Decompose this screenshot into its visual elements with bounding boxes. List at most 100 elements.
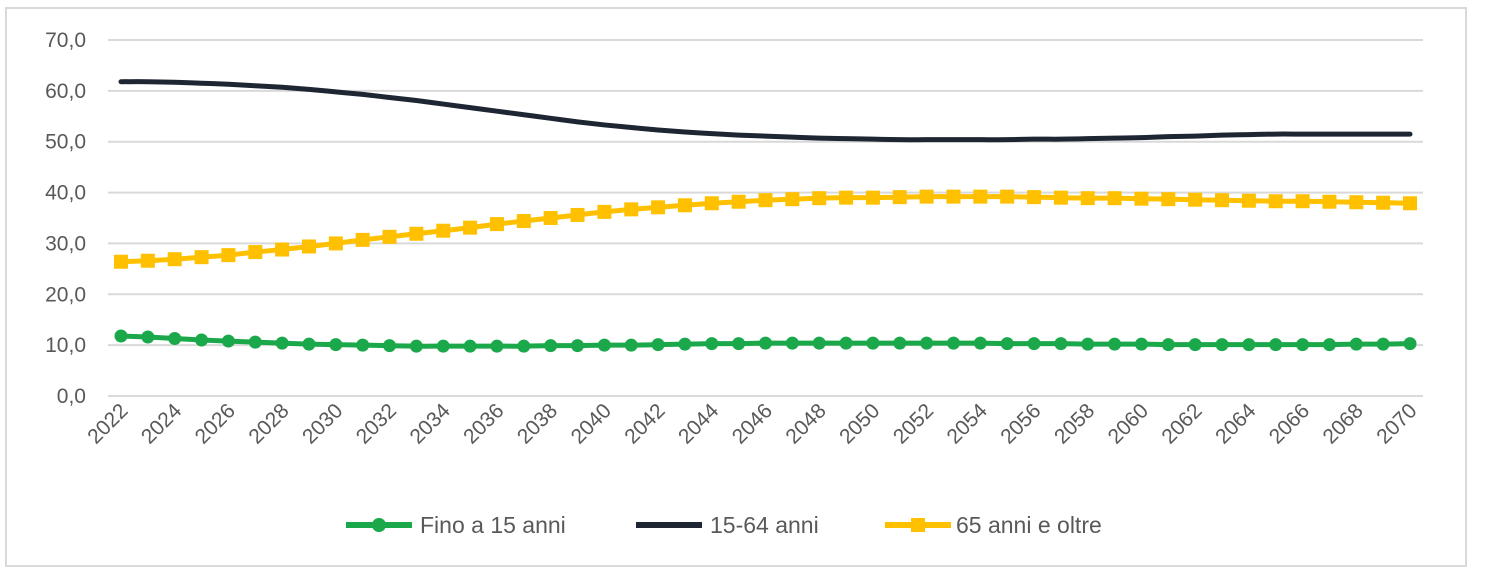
data-point	[919, 189, 934, 204]
data-point	[1376, 337, 1390, 351]
data-point	[973, 189, 988, 204]
data-point	[785, 192, 800, 207]
x-tick-label: 2026	[191, 399, 240, 448]
x-tick-label: 2040	[567, 399, 616, 448]
data-point	[463, 220, 478, 235]
data-point	[1215, 193, 1230, 208]
data-point	[624, 202, 639, 217]
data-point	[543, 211, 558, 225]
data-point	[946, 189, 961, 204]
x-tick-label: 2036	[459, 399, 508, 448]
x-tick-label: 2058	[1050, 399, 1099, 448]
data-point	[167, 252, 182, 267]
data-point	[1376, 195, 1391, 210]
data-point	[329, 338, 343, 352]
y-tick-label: 50,0	[45, 131, 86, 154]
data-point	[759, 336, 772, 350]
data-point	[463, 339, 477, 353]
legend-item: Fino a 15 anni	[346, 512, 566, 538]
data-point	[194, 250, 209, 265]
data-point	[1268, 194, 1283, 209]
y-tick-label: 40,0	[45, 182, 86, 205]
data-point	[1080, 191, 1095, 206]
data-point	[1403, 337, 1417, 351]
data-point	[1000, 337, 1014, 351]
data-point	[383, 339, 397, 353]
series-group	[114, 79, 1417, 353]
data-point	[624, 338, 638, 352]
data-point	[812, 336, 826, 350]
data-point	[328, 236, 343, 251]
data-point	[517, 339, 531, 353]
data-point	[839, 336, 853, 350]
data-point	[678, 337, 692, 351]
x-tick-label: 2038	[513, 399, 562, 448]
data-point	[1054, 337, 1068, 351]
data-point	[195, 333, 209, 347]
data-point	[1403, 196, 1417, 211]
data-point	[785, 336, 799, 350]
data-point	[1134, 337, 1148, 351]
legend-label: 15-64 anni	[710, 512, 819, 538]
data-point	[973, 336, 987, 350]
x-tick-label: 2042	[620, 399, 669, 448]
data-point	[1241, 193, 1256, 208]
y-tick-label: 10,0	[45, 334, 86, 357]
data-point	[1296, 338, 1310, 352]
series-line	[118, 79, 1413, 143]
legend: Fino a 15 anni 15-64 anni 65 anni e oltre	[346, 512, 1102, 538]
data-point	[758, 193, 773, 208]
data-point	[1107, 191, 1122, 206]
chart-frame	[5, 7, 1467, 567]
x-tick-label: 2022	[83, 399, 132, 448]
x-tick-label: 2050	[835, 399, 884, 448]
data-point	[1161, 192, 1176, 207]
data-point	[1053, 190, 1068, 205]
data-point	[597, 338, 611, 352]
legend-label: Fino a 15 anni	[420, 512, 566, 538]
data-point	[651, 338, 665, 352]
data-point	[275, 336, 289, 350]
data-point	[839, 190, 854, 205]
x-tick-label: 2052	[889, 399, 938, 448]
x-tick-label: 2062	[1157, 399, 1206, 448]
data-point	[436, 223, 451, 238]
data-point	[705, 337, 719, 351]
data-point	[866, 336, 880, 350]
data-point	[302, 337, 316, 351]
data-point	[1000, 189, 1015, 204]
data-point	[812, 191, 827, 206]
data-point	[1027, 337, 1041, 351]
data-point	[1108, 337, 1122, 351]
data-point	[1349, 195, 1364, 210]
x-tick-label: 2060	[1104, 399, 1153, 448]
data-point	[301, 239, 316, 254]
y-axis-tick-labels: 0,0 10,0 20,0 30,0 40,0 50,0 60,0 70,0	[45, 29, 86, 408]
y-tick-label: 70,0	[45, 29, 86, 52]
data-point	[1349, 337, 1363, 351]
x-tick-label: 2046	[728, 399, 777, 448]
series-2	[118, 79, 1413, 143]
data-point	[141, 330, 155, 344]
data-point	[731, 194, 746, 209]
data-point	[489, 217, 504, 232]
y-tick-label: 30,0	[45, 232, 86, 255]
data-point	[114, 329, 128, 343]
data-point	[114, 254, 128, 269]
data-point	[140, 253, 155, 268]
data-point	[1161, 338, 1175, 352]
data-point	[248, 335, 262, 349]
data-point	[409, 339, 423, 353]
legend-marker	[372, 518, 386, 532]
x-tick-label: 2034	[405, 399, 455, 449]
legend-item: 65 anni e oltre	[885, 512, 1102, 538]
data-point	[865, 190, 880, 205]
x-tick-label: 2054	[943, 399, 993, 449]
data-point	[920, 336, 934, 350]
data-point	[597, 204, 612, 219]
data-point	[248, 245, 263, 260]
legend-marker	[911, 518, 925, 532]
data-point	[946, 336, 960, 350]
data-point	[1322, 338, 1336, 352]
x-tick-label: 2030	[298, 399, 347, 448]
